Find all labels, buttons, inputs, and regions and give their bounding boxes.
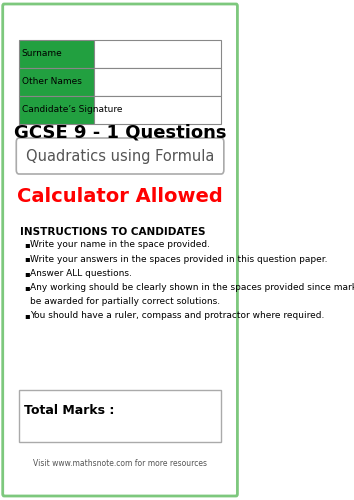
Bar <box>19 390 221 442</box>
Text: Calculator Allowed: Calculator Allowed <box>17 188 223 206</box>
Text: ▪: ▪ <box>24 312 30 320</box>
Bar <box>93 68 221 96</box>
Text: Write your answers in the spaces provided in this question paper.: Write your answers in the spaces provide… <box>30 254 327 264</box>
Text: Visit www.mathsnote.com for more resources: Visit www.mathsnote.com for more resourc… <box>33 460 207 468</box>
Text: Any working should be clearly shown in the spaces provided since marks may: Any working should be clearly shown in t… <box>30 284 354 292</box>
Bar <box>19 40 93 68</box>
Text: ▪: ▪ <box>24 269 30 278</box>
Text: Surname: Surname <box>22 50 62 58</box>
Bar <box>93 40 221 68</box>
Text: Other Names: Other Names <box>22 78 81 86</box>
Text: Quadratics using Formula: Quadratics using Formula <box>26 148 214 164</box>
Text: ▪: ▪ <box>24 254 30 264</box>
Text: Candidate’s Signature: Candidate’s Signature <box>22 106 122 114</box>
Text: INSTRUCTIONS TO CANDIDATES: INSTRUCTIONS TO CANDIDATES <box>20 227 206 237</box>
Text: ▪: ▪ <box>24 240 30 249</box>
Text: be awarded for partially correct solutions.: be awarded for partially correct solutio… <box>30 297 220 306</box>
Text: You should have a ruler, compass and protractor where required.: You should have a ruler, compass and pro… <box>30 312 324 320</box>
Bar <box>93 96 221 124</box>
FancyBboxPatch shape <box>3 4 238 496</box>
Text: Write your name in the space provided.: Write your name in the space provided. <box>30 240 210 249</box>
Text: Total Marks :: Total Marks : <box>24 404 115 417</box>
Text: GCSE 9 - 1 Questions: GCSE 9 - 1 Questions <box>14 124 226 142</box>
Text: Answer ALL questions.: Answer ALL questions. <box>30 269 132 278</box>
Text: ▪: ▪ <box>24 284 30 292</box>
FancyBboxPatch shape <box>16 138 224 174</box>
Bar <box>19 96 93 124</box>
Bar <box>19 68 93 96</box>
